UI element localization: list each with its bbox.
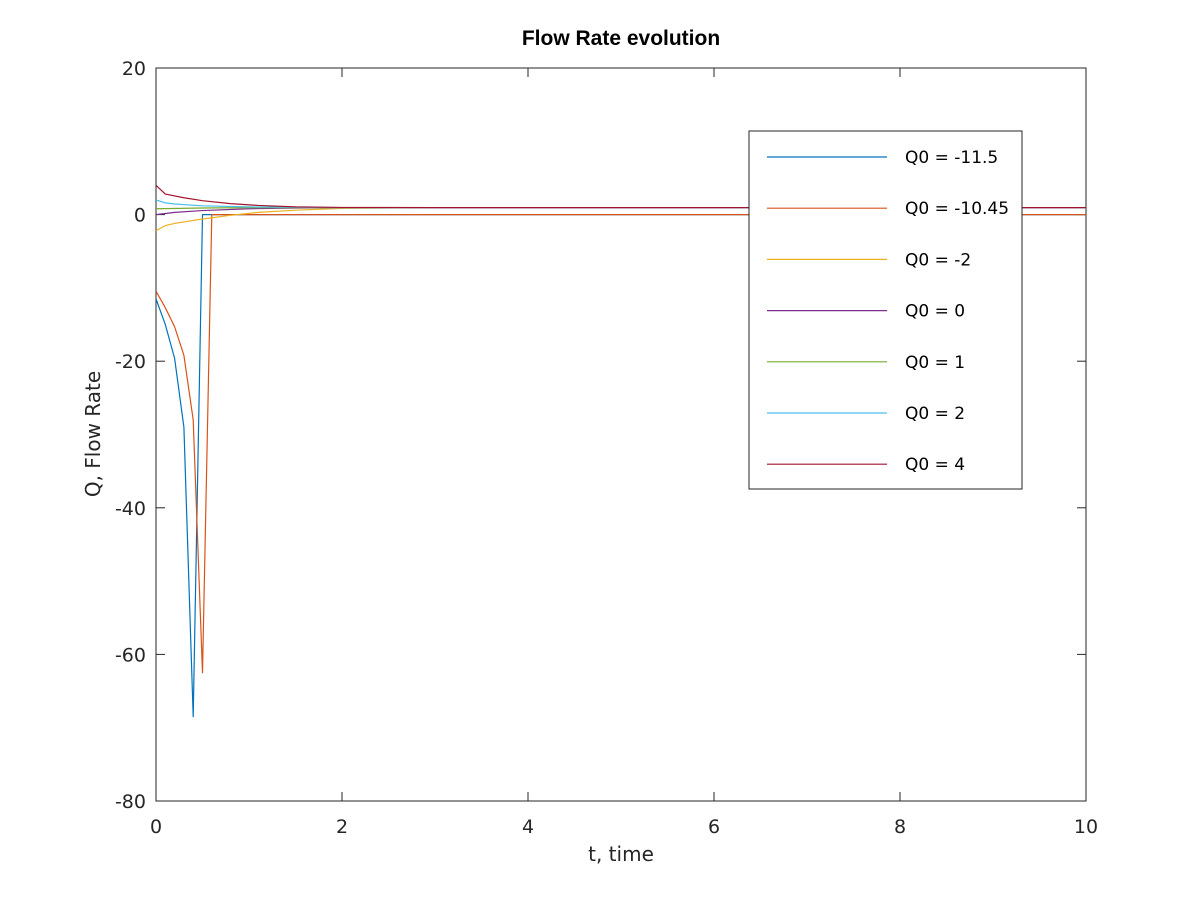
series-line-2 bbox=[156, 214, 1086, 674]
x-tick-label: 4 bbox=[522, 816, 534, 838]
x-tick-label: 8 bbox=[894, 816, 906, 838]
legend: Q0 = -11.5 Q0 = -10.45 Q0 = -2 Q0 = 0 Q0 = 1… bbox=[748, 130, 1023, 490]
legend-label: Q0 = 4 bbox=[905, 455, 965, 475]
legend-label: Q0 = 1 bbox=[905, 353, 965, 373]
series-line-7 bbox=[156, 184, 1086, 209]
y-tick-label: 0 bbox=[134, 205, 146, 227]
y-axis-ticks: -80 -60 -40 -20 0 20 bbox=[115, 58, 1086, 813]
x-axis-ticks: 0 2 4 6 8 10 bbox=[150, 68, 1098, 838]
y-tick-label: -40 bbox=[115, 498, 146, 520]
plot-area-border bbox=[155, 67, 1087, 802]
x-tick-label: 2 bbox=[336, 816, 348, 838]
legend-label: Q0 = -11.5 bbox=[905, 148, 998, 168]
y-axis-label: Q, Flow Rate bbox=[81, 371, 105, 497]
y-tick-label: -20 bbox=[115, 351, 146, 373]
y-tick-label: 20 bbox=[122, 58, 146, 80]
x-axis-label: t, time bbox=[588, 842, 654, 866]
x-tick-label: 0 bbox=[150, 816, 162, 838]
axes-box bbox=[155, 67, 1087, 802]
y-tick-label: -80 bbox=[115, 791, 146, 813]
chart-title: Flow Rate evolution bbox=[522, 27, 720, 50]
legend-label: Q0 = -2 bbox=[905, 250, 971, 270]
series-lines bbox=[156, 184, 1086, 718]
x-tick-label: 10 bbox=[1074, 816, 1098, 838]
legend-label: Q0 = 0 bbox=[905, 302, 965, 322]
x-tick-label: 6 bbox=[708, 816, 720, 838]
legend-label: Q0 = -10.45 bbox=[905, 199, 1009, 219]
y-tick-label: -60 bbox=[115, 644, 146, 666]
legend-label: Q0 = 2 bbox=[905, 404, 965, 424]
